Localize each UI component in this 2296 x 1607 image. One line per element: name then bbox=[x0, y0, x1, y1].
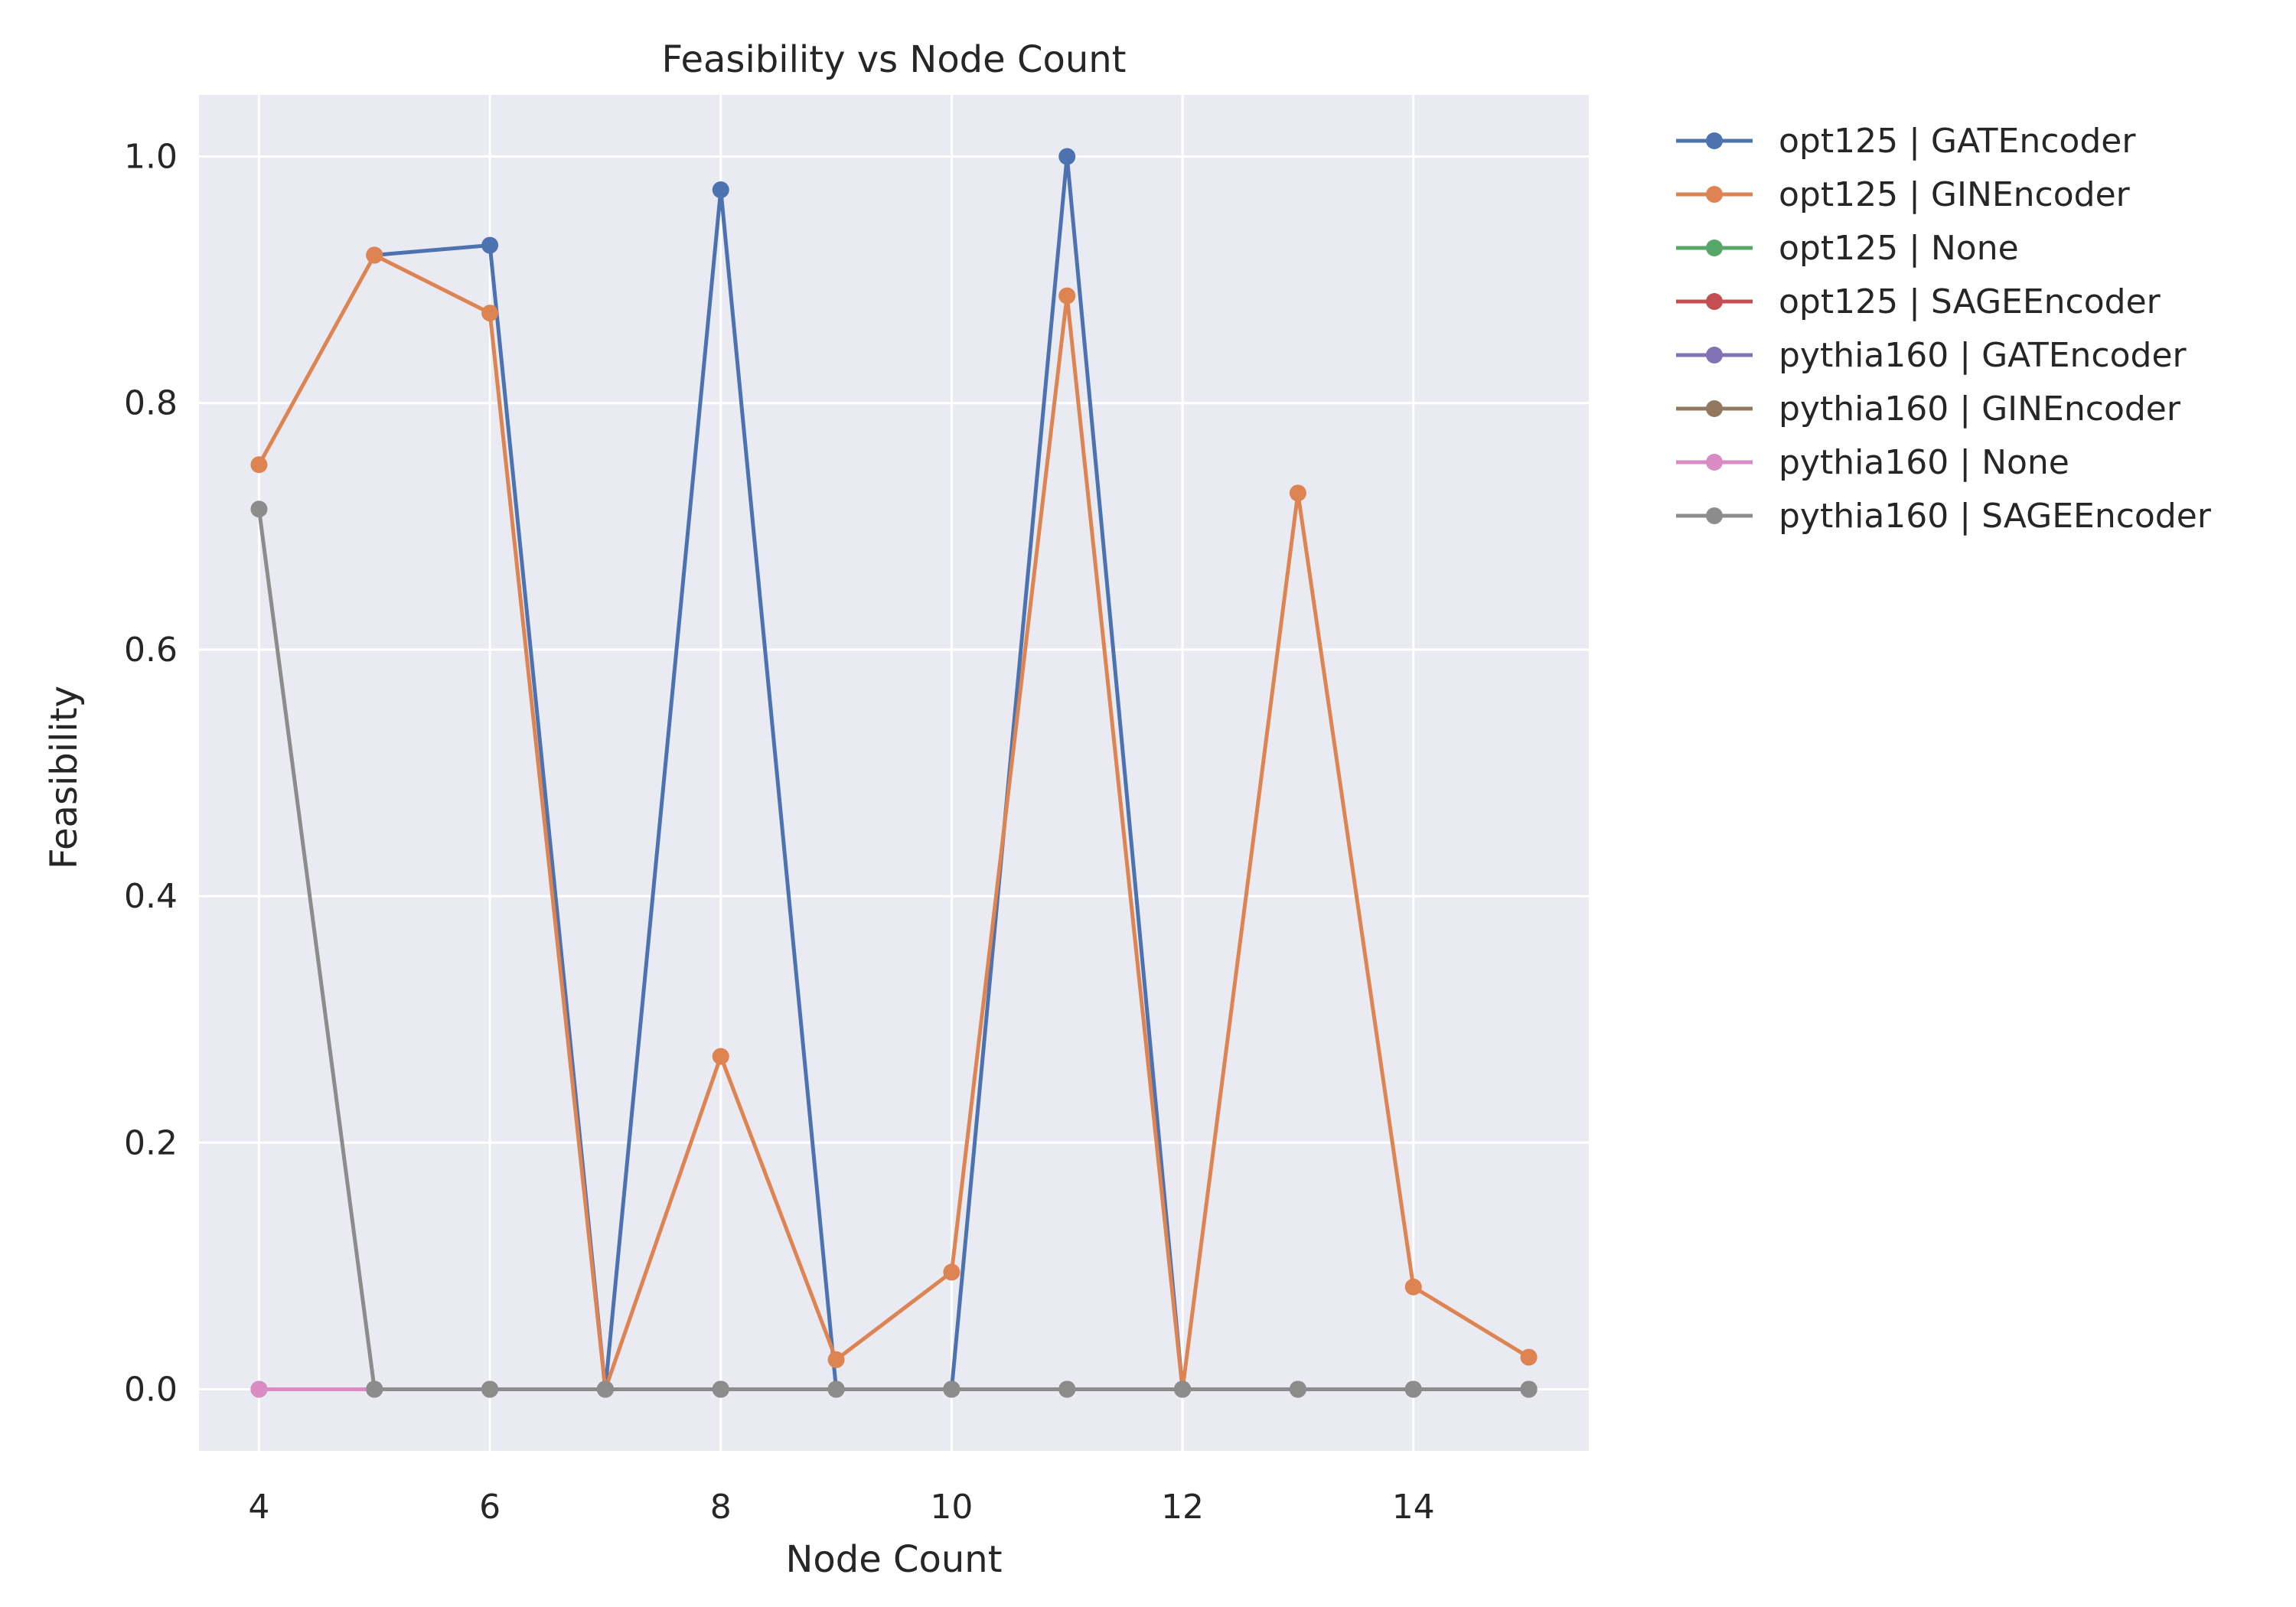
x-tick-labels: 4 6 8 10 12 14 bbox=[248, 1488, 1434, 1527]
legend-label: pythia160 | GINEncoder bbox=[1779, 390, 2181, 429]
legend-item: opt125 | None bbox=[1676, 229, 2019, 268]
legend-label: opt125 | GINEncoder bbox=[1779, 175, 2131, 214]
legend-label: opt125 | None bbox=[1779, 229, 2019, 268]
legend-dot-marker bbox=[1706, 293, 1723, 310]
data-point bbox=[250, 1380, 268, 1398]
data-point bbox=[596, 1380, 614, 1398]
x-tick-label: 12 bbox=[1161, 1488, 1204, 1527]
y-axis-label: Feasibility bbox=[43, 686, 86, 869]
data-point bbox=[1058, 148, 1076, 165]
legend-item: pythia160 | None bbox=[1676, 443, 2069, 482]
legend-label: opt125 | SAGEEncoder bbox=[1779, 282, 2161, 321]
data-point bbox=[1404, 1380, 1422, 1398]
series-line bbox=[256, 508, 1529, 1391]
legend-label: opt125 | GATEncoder bbox=[1779, 122, 2136, 161]
data-point bbox=[1174, 1380, 1192, 1398]
data-point bbox=[712, 181, 729, 199]
y-tick-label: 0.4 bbox=[124, 877, 178, 916]
data-point bbox=[712, 1048, 729, 1065]
data-point bbox=[943, 1263, 960, 1281]
data-point bbox=[366, 1380, 383, 1398]
data-point bbox=[250, 456, 268, 474]
series-line bbox=[374, 155, 1185, 1391]
legend-dot-marker bbox=[1706, 454, 1723, 471]
legend-dot-marker bbox=[1706, 186, 1723, 203]
data-point bbox=[827, 1351, 845, 1368]
legend-dot-marker bbox=[1706, 347, 1723, 363]
x-tick-label: 8 bbox=[710, 1488, 732, 1527]
legend-item: opt125 | GATEncoder bbox=[1676, 122, 2136, 161]
series-layer bbox=[250, 148, 1538, 1398]
series-7 bbox=[250, 500, 1538, 1398]
x-tick-label: 4 bbox=[248, 1488, 269, 1527]
legend-item: pythia160 | GINEncoder bbox=[1676, 390, 2181, 429]
data-point bbox=[827, 1380, 845, 1398]
data-point bbox=[481, 305, 499, 322]
data-point bbox=[1520, 1380, 1538, 1398]
data-point bbox=[1289, 484, 1306, 502]
legend-dot-marker bbox=[1706, 507, 1723, 524]
legend-item: opt125 | GINEncoder bbox=[1676, 175, 2131, 214]
legend-label: pythia160 | GATEncoder bbox=[1779, 336, 2187, 375]
y-tick-label: 1.0 bbox=[124, 138, 178, 177]
chart-title: Feasibility vs Node Count bbox=[662, 38, 1127, 81]
data-point bbox=[1404, 1278, 1422, 1296]
data-point bbox=[481, 236, 499, 254]
x-axis-label: Node Count bbox=[785, 1538, 1002, 1581]
legend-item: opt125 | SAGEEncoder bbox=[1676, 282, 2161, 321]
data-point bbox=[250, 500, 268, 518]
legend-item: pythia160 | SAGEEncoder bbox=[1676, 497, 2212, 536]
legend-item: pythia160 | GATEncoder bbox=[1676, 336, 2187, 375]
plot-area bbox=[199, 95, 1589, 1451]
y-tick-label: 0.8 bbox=[124, 384, 178, 423]
data-point bbox=[943, 1380, 960, 1398]
data-point bbox=[1058, 287, 1076, 305]
data-point bbox=[481, 1380, 499, 1398]
legend-label: pythia160 | SAGEEncoder bbox=[1779, 497, 2212, 536]
y-tick-label: 0.2 bbox=[124, 1123, 178, 1162]
data-point bbox=[712, 1380, 729, 1398]
y-tick-label: 0.6 bbox=[124, 631, 178, 670]
y-tick-label: 0.0 bbox=[124, 1370, 178, 1409]
series-1 bbox=[250, 246, 1538, 1398]
data-point bbox=[1520, 1348, 1538, 1366]
legend-dot-marker bbox=[1706, 132, 1723, 149]
legend: opt125 | GATEncoder opt125 | GINEncoder op… bbox=[1676, 122, 2212, 536]
series-line bbox=[257, 253, 1530, 1391]
x-tick-label: 6 bbox=[479, 1488, 501, 1527]
data-point bbox=[1289, 1380, 1306, 1398]
x-tick-label: 14 bbox=[1392, 1488, 1435, 1527]
legend-dot-marker bbox=[1706, 240, 1723, 256]
legend-dot-marker bbox=[1706, 400, 1723, 417]
data-point bbox=[366, 246, 383, 264]
x-tick-label: 10 bbox=[930, 1488, 973, 1527]
legend-label: pythia160 | None bbox=[1779, 443, 2069, 482]
y-tick-labels: 0.0 0.2 0.4 0.6 0.8 1.0 bbox=[124, 138, 178, 1410]
data-point bbox=[1058, 1380, 1076, 1398]
